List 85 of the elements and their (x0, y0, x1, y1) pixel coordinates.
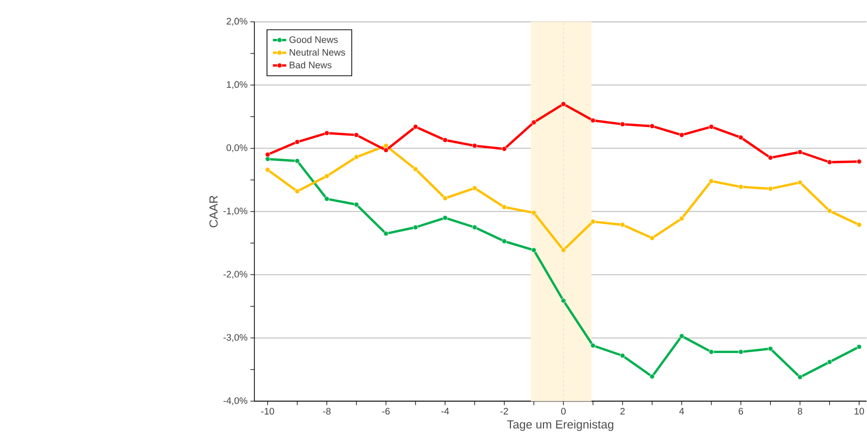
y-tick-label: -2,0% (224, 271, 248, 279)
point (650, 236, 655, 241)
point (560, 102, 566, 107)
point (797, 180, 803, 186)
point (354, 154, 359, 160)
x-tick-label: 8 (798, 408, 802, 415)
point (679, 216, 684, 222)
point (590, 343, 596, 348)
y-tick-label: -1,0% (224, 208, 248, 216)
x-tick-label: 2 (620, 408, 625, 415)
point (679, 334, 684, 339)
point (324, 130, 330, 136)
y-axis-title: CAAR (209, 196, 218, 228)
point (294, 140, 300, 145)
point (856, 344, 862, 350)
point (650, 124, 655, 129)
point (620, 122, 626, 128)
point (412, 224, 418, 230)
point (738, 184, 744, 190)
point (738, 135, 744, 140)
point (560, 248, 566, 253)
x-tick-label: -8 (323, 408, 331, 415)
point (472, 224, 478, 230)
point (826, 360, 832, 365)
point (797, 374, 803, 380)
point (531, 120, 536, 126)
point (856, 159, 862, 164)
point (442, 196, 448, 202)
point (620, 353, 626, 358)
y-tick-label: 2,0% (226, 18, 248, 26)
point (531, 248, 536, 253)
point (590, 219, 596, 224)
legend-label: Neutral News (290, 48, 346, 56)
point (354, 132, 359, 138)
point (324, 196, 330, 202)
point (294, 158, 300, 164)
legend-label: Bad News (290, 62, 332, 69)
point (502, 204, 507, 210)
x-axis-title: Tage um Ereignistag (507, 420, 614, 432)
point (708, 178, 714, 184)
point (768, 186, 774, 192)
point (294, 188, 300, 194)
y-tick-label: 1,0% (226, 81, 248, 90)
y-tick-label: 0,0% (226, 144, 248, 152)
point (412, 124, 418, 130)
point (531, 210, 536, 216)
point (442, 138, 448, 143)
point (708, 124, 714, 130)
point (650, 374, 655, 380)
point (265, 167, 270, 173)
point (383, 148, 389, 153)
point (738, 349, 744, 355)
point (560, 298, 566, 304)
point (768, 155, 774, 161)
point (708, 349, 714, 355)
point (826, 160, 832, 165)
x-tick-label: -2 (500, 408, 508, 415)
point (412, 166, 418, 172)
x-tick-label: -6 (382, 408, 390, 415)
x-tick-label: 4 (679, 408, 684, 415)
point (768, 346, 774, 352)
y-tick-label: -3,0% (224, 334, 248, 342)
point (472, 186, 478, 191)
legend-label: Good News (289, 36, 338, 44)
y-tick-label: -4,0% (224, 398, 248, 406)
point (856, 222, 862, 228)
x-tick-label: 10 (854, 408, 864, 415)
point (265, 156, 270, 162)
point (472, 143, 478, 149)
point (590, 118, 596, 124)
point (826, 208, 832, 214)
point (442, 215, 448, 221)
point (797, 150, 803, 155)
point (502, 238, 507, 244)
point (620, 222, 626, 228)
point (354, 202, 359, 208)
point (383, 231, 389, 236)
point (679, 132, 684, 138)
x-tick-label: 6 (738, 408, 744, 415)
x-tick-label: 0 (561, 408, 566, 415)
point (324, 174, 330, 179)
x-tick-label: -4 (441, 408, 450, 415)
point (265, 152, 270, 158)
x-tick-label: -10 (261, 408, 274, 415)
point (502, 146, 507, 152)
